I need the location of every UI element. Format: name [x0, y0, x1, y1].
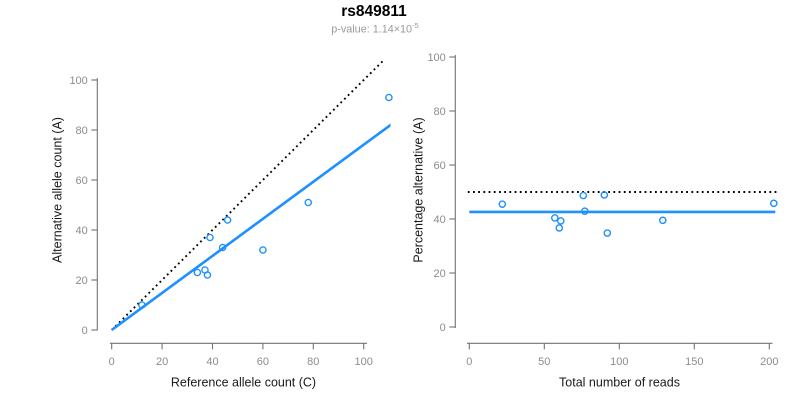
data-point — [138, 301, 146, 309]
x-tick-label: 0 — [109, 356, 115, 368]
x-tick-label: 60 — [257, 356, 269, 368]
left-scatter-plot: 0 20 40 60 80 100 0 20 40 60 80 100 — [69, 61, 393, 368]
p-value-exponent: -5 — [412, 21, 419, 30]
y-tick-label: 0 — [82, 325, 88, 337]
right-y-axis-label: Percentage alternative (A) — [412, 117, 426, 262]
x-tick-label: 40 — [206, 356, 218, 368]
x-tick-label: 50 — [538, 356, 550, 368]
data-point — [259, 246, 267, 254]
x-tick-label: 200 — [760, 356, 778, 368]
y-tick-label: 0 — [440, 322, 446, 334]
data-point — [603, 229, 612, 237]
y-tick-label: 100 — [69, 75, 87, 87]
figure-title: rs849811 — [341, 3, 407, 20]
data-point — [555, 224, 564, 232]
data-point — [659, 216, 667, 225]
x-tick-label: 20 — [156, 356, 168, 368]
y-tick-label: 80 — [434, 106, 446, 118]
figure-subtitle: p-value: 1.14×10-5 — [175, 21, 575, 36]
y-tick-label: 60 — [434, 160, 446, 172]
y-tick-label: 80 — [76, 125, 88, 137]
plot-lines — [467, 191, 780, 214]
y-tick-label: 20 — [76, 275, 88, 287]
data-point — [551, 214, 559, 222]
y-tick-label: 60 — [76, 175, 88, 187]
x-tick-label: 80 — [307, 356, 319, 368]
y-tick-label: 100 — [427, 52, 445, 64]
data-point — [385, 93, 393, 102]
left-x-axis-label: Reference allele count (C) — [171, 376, 316, 390]
data-point — [203, 271, 212, 279]
data-point — [304, 198, 313, 207]
data-point — [218, 243, 227, 252]
data-point — [206, 233, 214, 242]
right-scatter-plot: 0 50 100 150 200 0 20 40 60 80 100 — [427, 52, 780, 368]
y-tick-label: 20 — [434, 268, 446, 280]
data-point — [579, 191, 588, 200]
p-value-text: p-value: 1.14×10 — [331, 23, 413, 36]
data-point — [557, 217, 565, 225]
fit-line — [110, 123, 391, 332]
left-y-axis-label: Alternative allele count (A) — [51, 117, 65, 263]
x-tick-label: 150 — [685, 356, 703, 368]
data-point — [600, 191, 609, 199]
y-tick-label: 40 — [76, 225, 88, 237]
data-point — [770, 199, 778, 208]
identity-line — [111, 61, 385, 331]
plot-lines — [110, 61, 391, 332]
x-tick-label: 0 — [466, 356, 472, 368]
data-point — [498, 200, 507, 208]
data-point — [193, 268, 202, 277]
right-x-axis-label: Total number of reads — [559, 376, 680, 390]
y-tick-label: 40 — [434, 214, 446, 226]
x-tick-label: 100 — [610, 356, 628, 368]
x-tick-label: 100 — [355, 356, 373, 368]
data-point — [581, 207, 589, 215]
data-point — [223, 216, 232, 224]
